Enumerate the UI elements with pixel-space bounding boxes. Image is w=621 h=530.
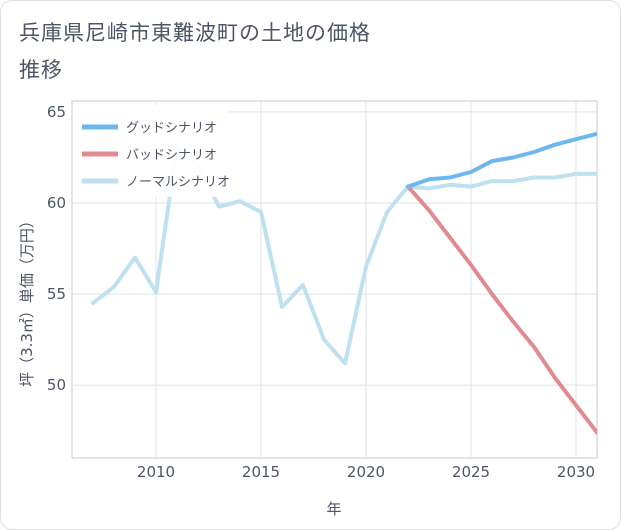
chart-title: 兵庫県尼崎市東難波町の土地の価格推移 — [19, 21, 371, 82]
y-tick-label: 55 — [47, 285, 66, 303]
x-tick-label: 2030 — [557, 463, 595, 481]
y-tick-label: 65 — [47, 103, 66, 121]
x-tick-label: 2010 — [137, 463, 175, 481]
legend-label-0: グッドシナリオ — [126, 121, 217, 136]
legend-label-2: ノーマルシナリオ — [126, 175, 230, 190]
legend-label-1: バッドシナリオ — [126, 148, 217, 163]
series-line-0 — [406, 131, 597, 189]
x-tick-label: 2020 — [347, 463, 385, 481]
series-line-1 — [406, 184, 597, 435]
x-tick-labels: 2010 2015 2020 2025 2030 — [137, 463, 595, 481]
y-axis-label: 坪（3.3㎡）単価（万円） — [18, 213, 36, 387]
x-axis-label: 年 — [326, 500, 341, 518]
y-tick-labels: 50 55 60 65 — [47, 103, 66, 394]
y-tick-label: 50 — [47, 376, 66, 394]
x-tick-label: 2015 — [242, 463, 280, 481]
y-tick-label: 60 — [47, 194, 66, 212]
x-tick-label: 2025 — [452, 463, 490, 481]
